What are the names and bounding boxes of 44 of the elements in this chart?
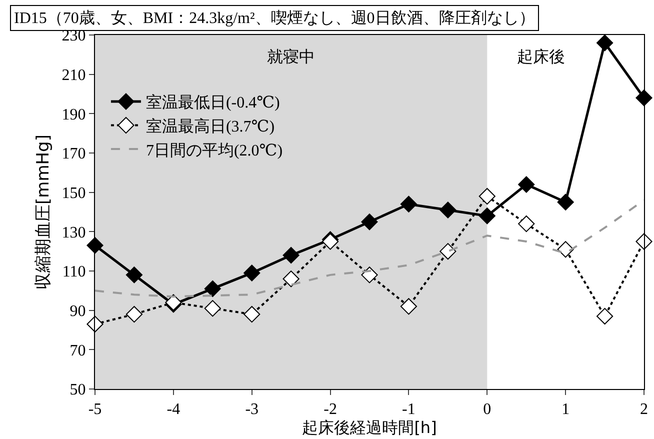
y-tick-label: 110 — [62, 264, 86, 281]
x-tick-label: -4 — [166, 401, 180, 418]
point — [440, 202, 456, 218]
point — [204, 280, 221, 297]
x-tick-label: -1 — [402, 401, 416, 418]
y-tick-label: 130 — [62, 224, 86, 242]
y-tick-label: 70 — [70, 342, 86, 360]
x-tick-label: 1 — [562, 401, 570, 418]
x-tick-label: 2 — [640, 401, 648, 418]
point — [400, 298, 418, 315]
legend-label: 室温最高日(3.7℃) — [146, 118, 275, 136]
point — [244, 306, 260, 323]
point — [478, 208, 496, 224]
point — [596, 34, 614, 52]
y-tick-label: 190 — [62, 106, 86, 124]
y-tick-label: 150 — [62, 184, 86, 202]
point — [361, 214, 378, 230]
point — [361, 266, 378, 284]
point — [126, 266, 143, 284]
y-axis-title: 収縮期血圧[mmHg] — [33, 134, 54, 290]
band-label: 就寝中 — [267, 48, 315, 66]
y-tick-label: 90 — [70, 302, 86, 320]
x-tick-label: -3 — [245, 401, 259, 418]
chart-title: ID15（70歳、女、BMI：24.3kg/m²、喫煙なし、週0日飲酒、降圧剤なし） — [14, 9, 535, 27]
point — [440, 243, 456, 260]
x-tick-label: -2 — [324, 401, 337, 418]
point — [478, 188, 496, 205]
point — [557, 194, 574, 210]
y-tick-label: 210 — [62, 66, 86, 84]
point — [400, 196, 418, 212]
point — [282, 246, 300, 264]
y-tick-label: 170 — [62, 146, 86, 163]
legend-label: 室温最低日(-0.4℃) — [146, 94, 280, 112]
point — [244, 264, 260, 282]
point — [282, 270, 300, 288]
point — [518, 176, 535, 193]
y-tick-label: 50 — [70, 382, 86, 399]
x-tick-label: -5 — [88, 401, 102, 418]
x-tick-label: 0 — [483, 401, 492, 418]
point — [126, 306, 143, 323]
annotation: 起床後 — [517, 48, 565, 66]
x-axis-title: 起床後経過時間[h] — [302, 418, 437, 438]
legend-label: 7日間の平均(2.0℃) — [146, 142, 283, 160]
point — [204, 300, 221, 317]
